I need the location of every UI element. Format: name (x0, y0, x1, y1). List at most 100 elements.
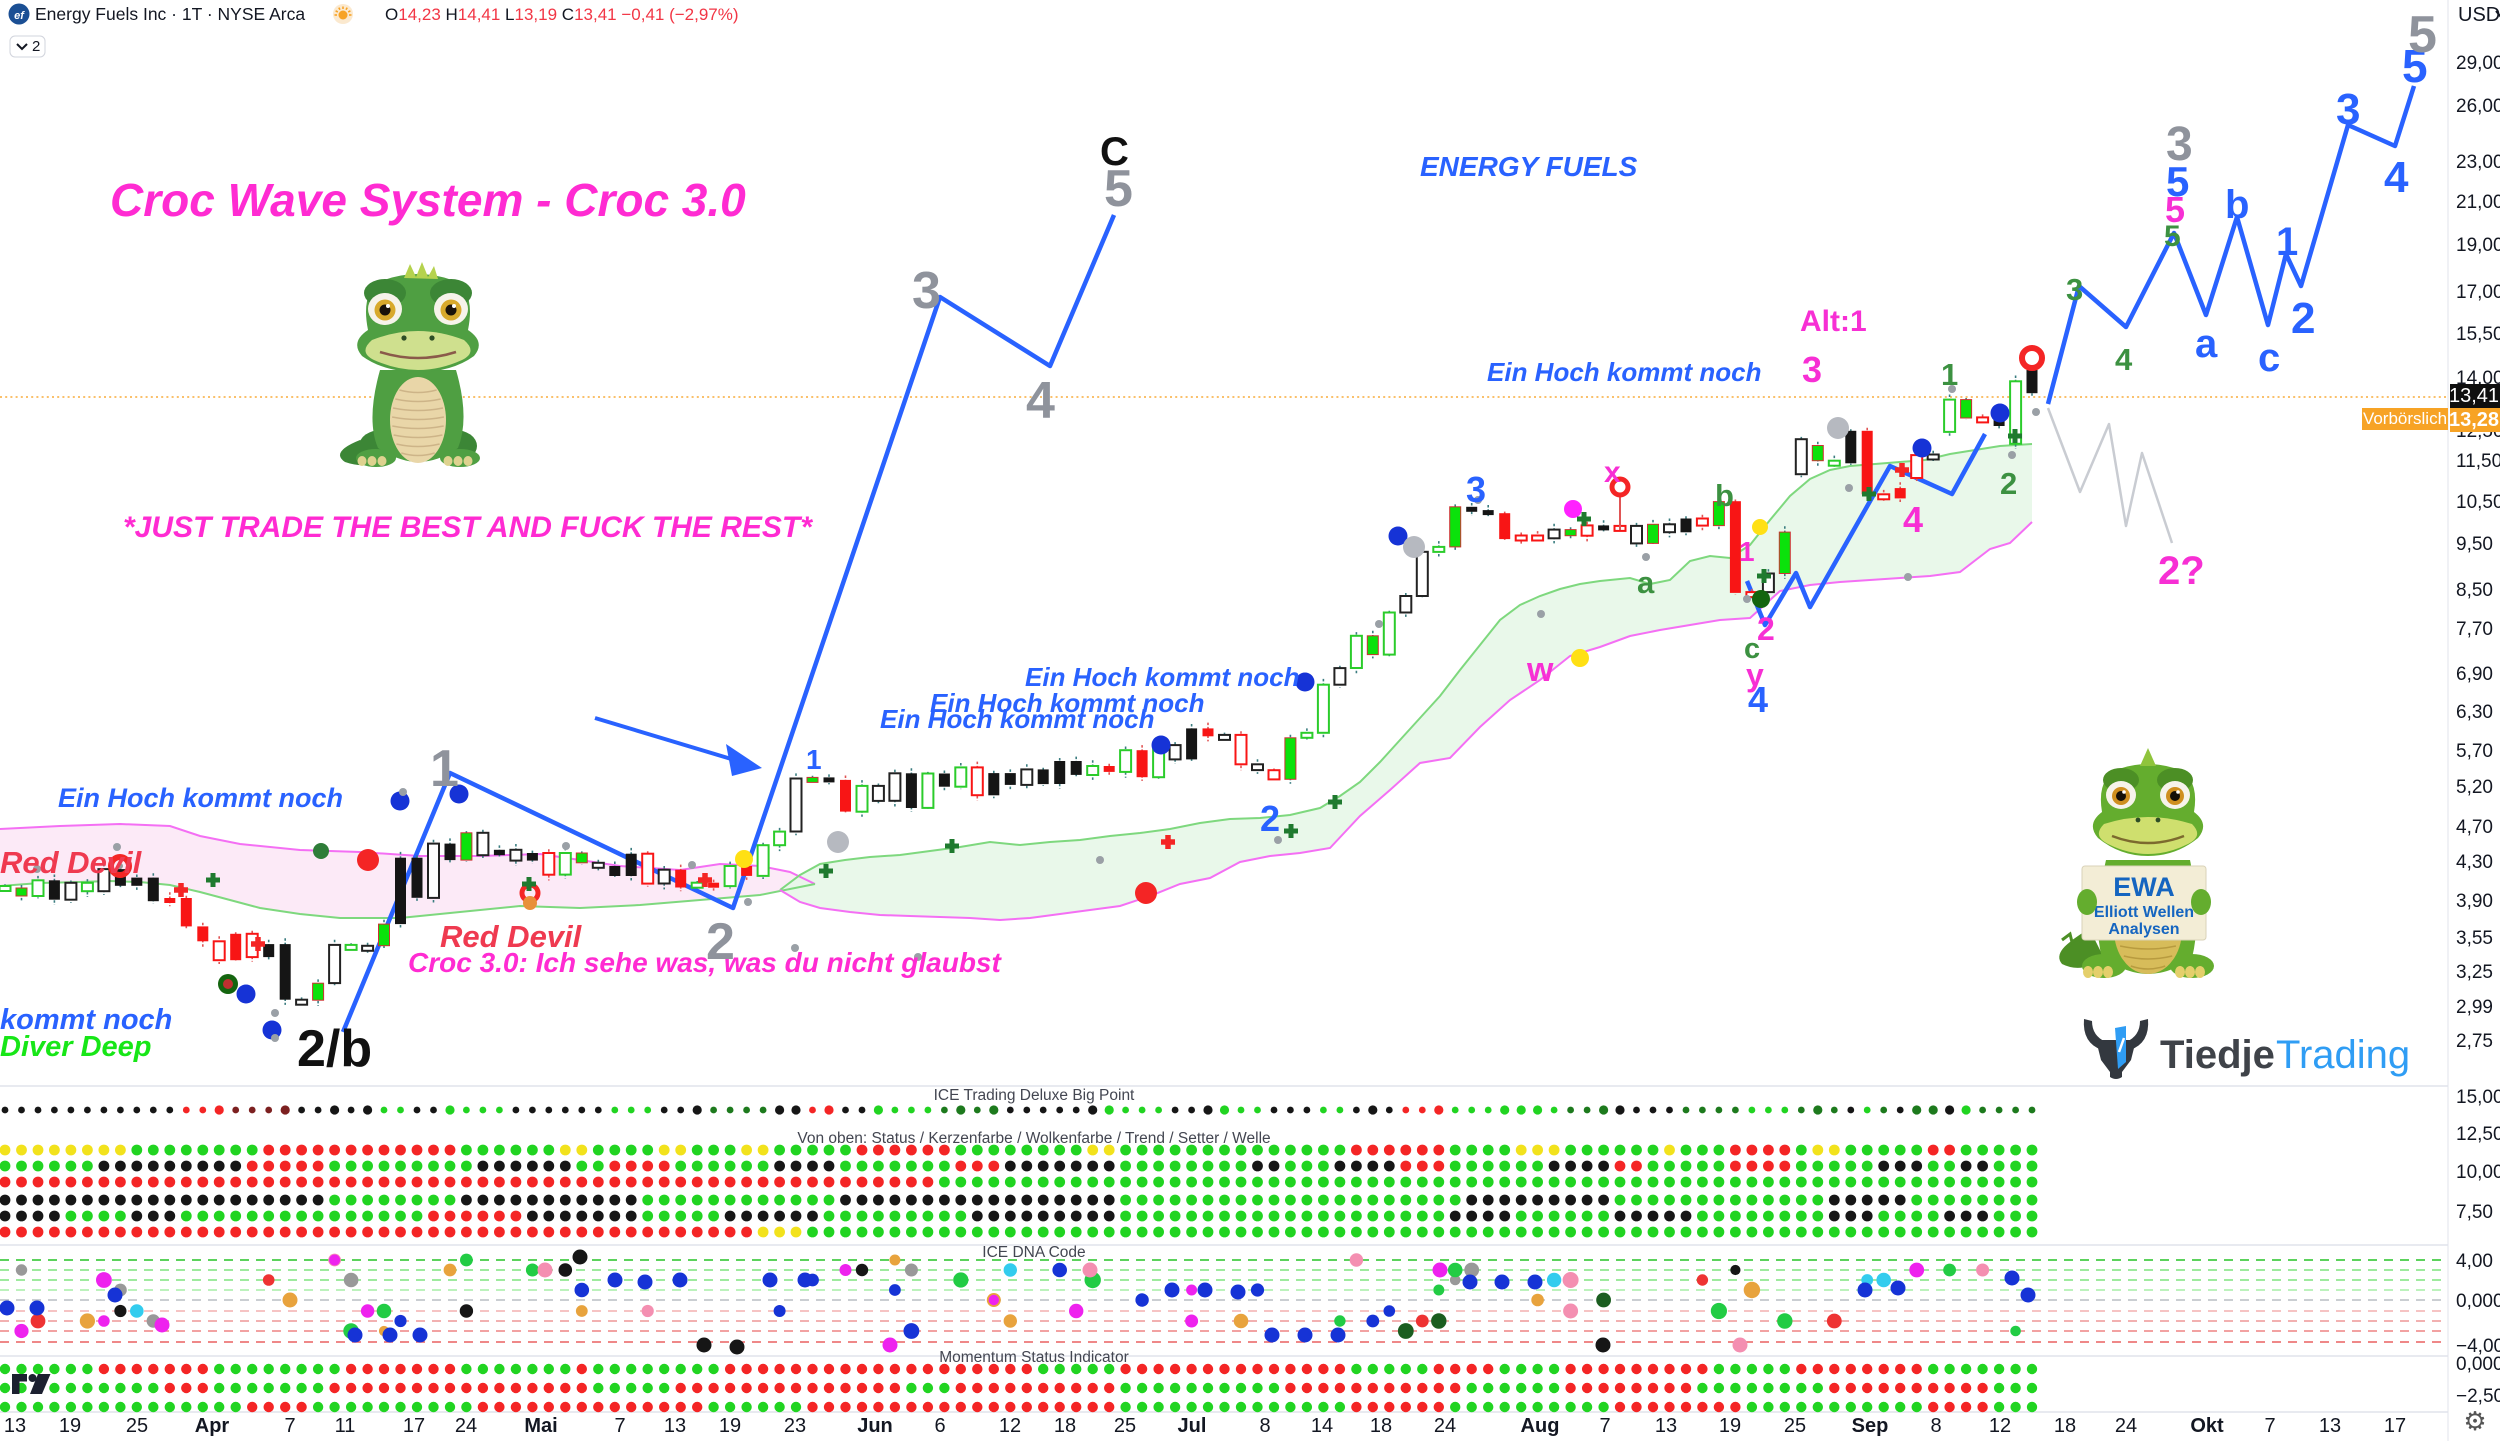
svg-text:5: 5 (2402, 40, 2428, 92)
svg-text:11: 11 (335, 1415, 356, 1437)
svg-text:3: 3 (2166, 118, 2193, 171)
svg-text:19: 19 (719, 1415, 741, 1437)
svg-text:4,00: 4,00 (2456, 1251, 2493, 1272)
svg-text:Ein Hoch kommt noch: Ein Hoch kommt noch (1487, 357, 1761, 387)
svg-text:3: 3 (2336, 85, 2360, 134)
svg-text:Croc 3.0: Ich sehe was, was du: Croc 3.0: Ich sehe was, was du nicht gla… (408, 947, 1003, 978)
svg-text:USD: USD (2458, 4, 2500, 26)
svg-text:c: c (2258, 336, 2280, 380)
svg-text:11,50: 11,50 (2456, 451, 2500, 472)
svg-text:EWA: EWA (2113, 872, 2175, 902)
svg-text:2: 2 (1757, 611, 1775, 647)
svg-text:Sep: Sep (1852, 1415, 1889, 1437)
svg-text:b: b (2225, 183, 2249, 227)
svg-text:2,75: 2,75 (2456, 1031, 2493, 1052)
svg-text:5: 5 (2408, 6, 2437, 64)
svg-text:1: 1 (1941, 357, 1958, 392)
svg-text:8: 8 (1930, 1415, 1941, 1437)
svg-text:2: 2 (2000, 466, 2017, 501)
svg-text:ENERGY FUELS: ENERGY FUELS (1420, 151, 1638, 182)
svg-text:3,90: 3,90 (2456, 891, 2493, 912)
svg-text:3,25: 3,25 (2456, 962, 2493, 983)
svg-text:5: 5 (2166, 158, 2189, 205)
svg-text:C: C (1100, 130, 1129, 174)
svg-text:4,70: 4,70 (2456, 817, 2493, 838)
svg-text:13: 13 (1655, 1415, 1677, 1437)
svg-text:5: 5 (2164, 220, 2181, 253)
svg-text:b: b (1715, 478, 1734, 513)
svg-text:21,00: 21,00 (2456, 192, 2500, 213)
svg-text:Von oben: Status / Kerzenfarbe: Von oben: Status / Kerzenfarbe / Wolkenf… (797, 1130, 1270, 1147)
svg-text:5,20: 5,20 (2456, 777, 2493, 798)
svg-text:Red Devil: Red Devil (0, 845, 143, 880)
svg-text:24: 24 (1434, 1415, 1456, 1437)
svg-text:4: 4 (2115, 342, 2133, 377)
svg-text:0,0000: 0,0000 (2456, 1291, 2500, 1312)
svg-text:6,30: 6,30 (2456, 702, 2493, 723)
svg-text:y: y (1746, 657, 1764, 693)
svg-text:15,50: 15,50 (2456, 324, 2500, 345)
svg-text:2/b: 2/b (297, 1020, 372, 1078)
svg-text:7,70: 7,70 (2456, 619, 2493, 640)
svg-text:1: 1 (1739, 536, 1755, 567)
svg-text:25: 25 (1114, 1415, 1136, 1437)
svg-text:*JUST TRADE THE BEST AND FUCK: *JUST TRADE THE BEST AND FUCK THE REST* (123, 511, 813, 544)
svg-text:10,50: 10,50 (2456, 492, 2500, 513)
svg-text:w: w (1526, 651, 1554, 689)
svg-text:a: a (1637, 565, 1655, 600)
svg-text:4,30: 4,30 (2456, 852, 2493, 873)
svg-text:6,90: 6,90 (2456, 664, 2493, 685)
svg-text:x: x (1604, 456, 1621, 489)
svg-text:Ein Hoch kommt noch: Ein Hoch kommt noch (930, 688, 1204, 718)
svg-text:9,50: 9,50 (2456, 534, 2493, 555)
svg-text:8: 8 (1259, 1415, 1270, 1437)
svg-text:8,50: 8,50 (2456, 580, 2493, 601)
svg-text:3: 3 (1802, 349, 1822, 390)
svg-text:18: 18 (1370, 1415, 1392, 1437)
svg-text:24: 24 (455, 1415, 477, 1437)
svg-text:26,00: 26,00 (2456, 96, 2500, 117)
svg-text:19: 19 (1719, 1415, 1741, 1437)
svg-text:ICE Trading Deluxe Big Point: ICE Trading Deluxe Big Point (934, 1087, 1135, 1104)
svg-text:2: 2 (706, 913, 735, 971)
svg-text:13: 13 (4, 1415, 26, 1437)
svg-text:15,00: 15,00 (2456, 1087, 2500, 1108)
svg-text:14: 14 (1311, 1415, 1333, 1437)
svg-text:4: 4 (1903, 499, 1923, 540)
svg-text:2?: 2? (2158, 549, 2205, 593)
svg-text:7: 7 (2264, 1415, 2275, 1437)
svg-text:2: 2 (32, 38, 40, 55)
svg-text:Red Devil: Red Devil (440, 919, 583, 954)
svg-text:12: 12 (1989, 1415, 2011, 1437)
svg-text:Ein Hoch kommt noch: Ein Hoch kommt noch (1025, 662, 1299, 692)
svg-text:2: 2 (1260, 798, 1280, 839)
svg-text:24: 24 (2115, 1415, 2137, 1437)
svg-text:ef: ef (14, 10, 25, 22)
svg-text:3: 3 (2066, 272, 2083, 307)
svg-text:19,00: 19,00 (2456, 235, 2500, 256)
svg-text:Jun: Jun (857, 1415, 893, 1437)
svg-text:Okt: Okt (2190, 1415, 2224, 1437)
svg-text:25: 25 (1784, 1415, 1806, 1437)
svg-text:7: 7 (284, 1415, 295, 1437)
svg-text:Energy Fuels Inc · 1T · NYSE A: Energy Fuels Inc · 1T · NYSE Arca (35, 4, 305, 24)
svg-text:Mai: Mai (524, 1415, 557, 1437)
svg-text:23,00: 23,00 (2456, 152, 2500, 173)
svg-text:7,50: 7,50 (2456, 1202, 2493, 1223)
svg-text:2,99: 2,99 (2456, 997, 2493, 1018)
svg-text:−4,00: −4,00 (2456, 1336, 2500, 1357)
svg-text:Elliott Wellen: Elliott Wellen (2094, 904, 2194, 921)
svg-text:12: 12 (999, 1415, 1021, 1437)
svg-text:Croc Wave System - Croc 3.0: Croc Wave System - Croc 3.0 (110, 174, 746, 226)
svg-text:10,00: 10,00 (2456, 1162, 2500, 1183)
svg-text:Alt:1: Alt:1 (1800, 305, 1867, 338)
svg-text:Analysen: Analysen (2108, 921, 2179, 938)
svg-text:Diver Deep: Diver Deep (0, 1031, 152, 1063)
svg-text:13: 13 (664, 1415, 686, 1437)
svg-text:12,50: 12,50 (2456, 1124, 2500, 1145)
svg-text:a: a (2195, 322, 2218, 366)
svg-text:7: 7 (614, 1415, 625, 1437)
svg-text:2: 2 (2291, 294, 2315, 343)
svg-text:Aug: Aug (1521, 1415, 1560, 1437)
svg-text:29,00: 29,00 (2456, 53, 2500, 74)
